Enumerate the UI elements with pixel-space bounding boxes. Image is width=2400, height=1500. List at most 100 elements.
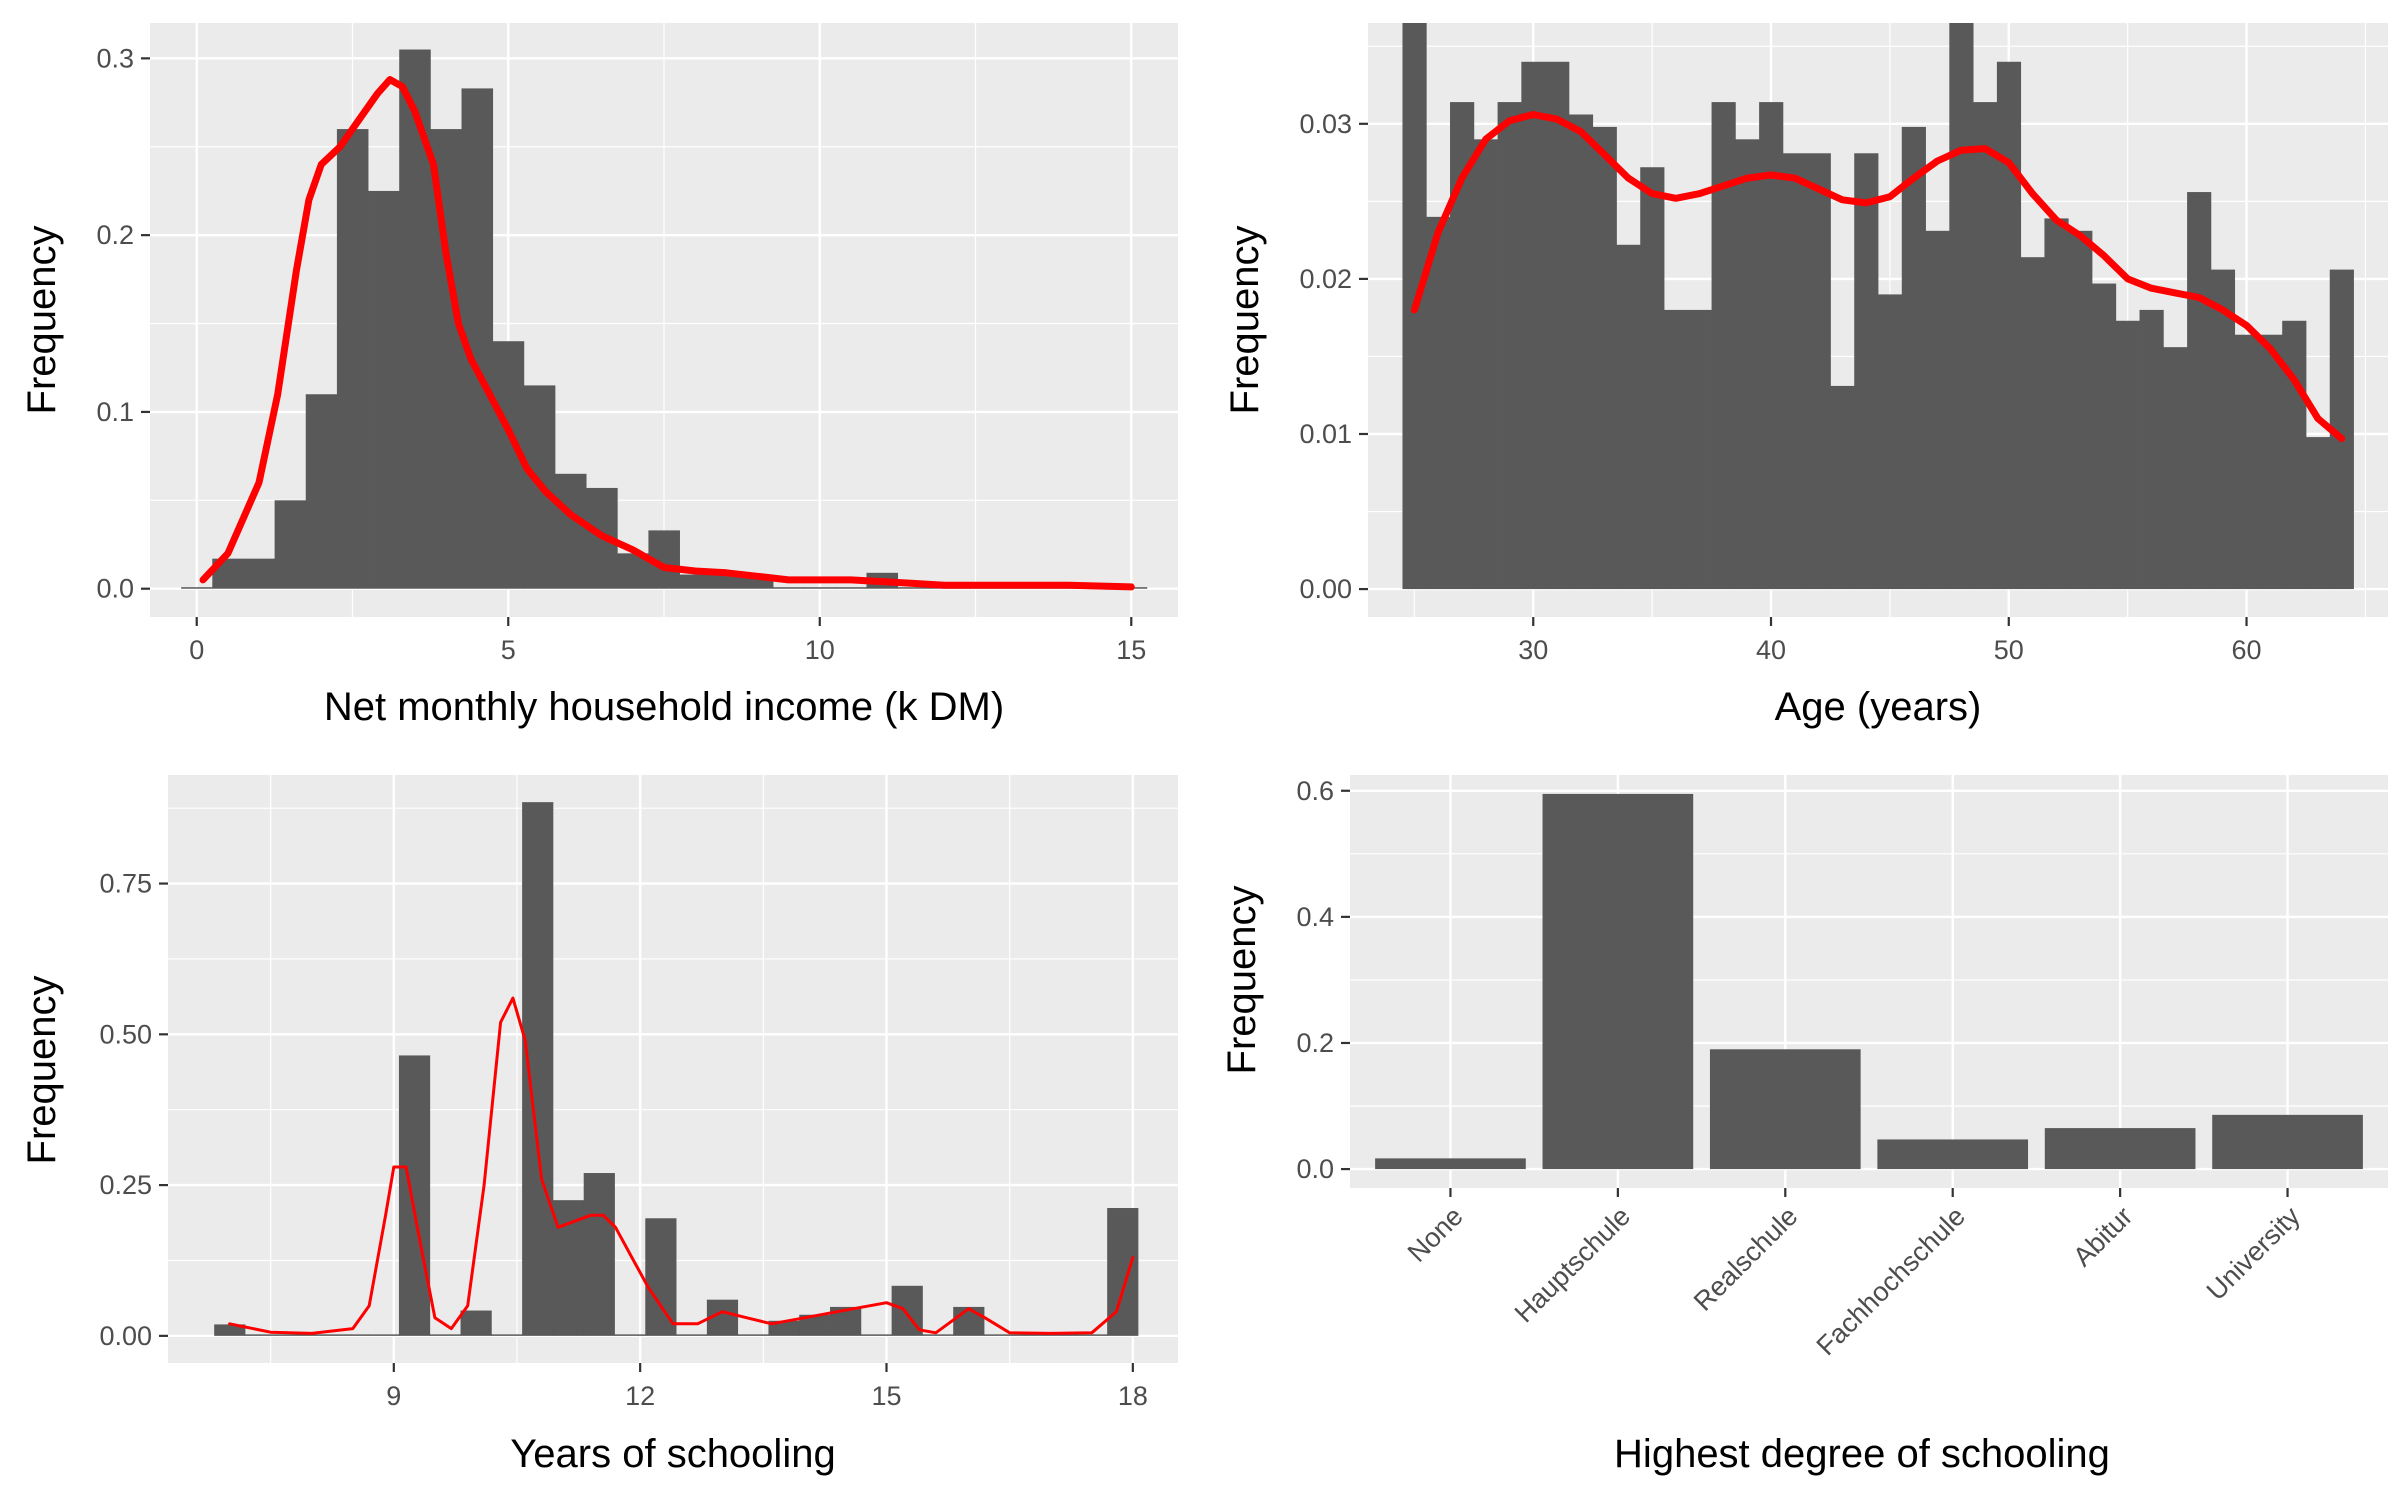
highest-degree-gridlines (1350, 775, 2388, 1188)
schooling-years-bar (922, 1334, 954, 1336)
schooling-years-bar (337, 1334, 369, 1336)
age-bar (1616, 244, 1641, 590)
age-y-tick-label: 0.03 (1299, 109, 1352, 139)
schooling-years-axis-ticks (159, 882, 1134, 1372)
schooling-years-bar (860, 1334, 893, 1336)
schooling-years-bar (368, 1334, 400, 1336)
age-density-curve-layer (1410, 111, 2346, 443)
schooling-years-bar (214, 1324, 246, 1336)
age-bar (2139, 309, 2164, 590)
schooling-years-gridlines (168, 775, 1178, 1363)
income-bar (368, 190, 400, 589)
age-bar (2282, 320, 2307, 590)
schooling-years-y-tick-label: 0.00 (99, 1321, 152, 1351)
schooling-years-x-tick-label: 18 (1118, 1381, 1148, 1411)
income-density-curve-layer (199, 76, 1135, 591)
age-bar (1664, 309, 1689, 590)
schooling-years-x-axis-title: Years of schooling (510, 1432, 835, 1476)
income-bar (243, 558, 276, 589)
age-bar (1735, 139, 1760, 590)
income-x-axis-title: Net monthly household income (k DM) (324, 685, 1004, 729)
highest-degree-x-tick-label: University (2201, 1201, 2306, 1306)
highest-degree-y-tick-label: 0.4 (1296, 902, 1334, 932)
income-x-tick-label: 15 (1116, 635, 1146, 665)
age-bar (2044, 218, 2069, 590)
highest-degree-x-tick-label: Hauptschule (1509, 1201, 1636, 1328)
schooling-years-bar (768, 1320, 800, 1336)
schooling-years-x-tick-label: 9 (386, 1381, 401, 1411)
highest-degree-x-tick-label: Realschule (1688, 1201, 1804, 1317)
schooling-years-bar (645, 1218, 677, 1336)
age-y-axis-title: Frequency (1223, 226, 1267, 415)
schooling-years-density-curve-layer (228, 996, 1135, 1335)
income-y-tick-label: 0.3 (96, 43, 134, 73)
highest-degree-bar (1375, 1158, 1526, 1170)
income-y-tick-label: 0.0 (96, 574, 134, 604)
age-bar (1878, 294, 1903, 590)
schooling-years-density-curve (228, 996, 1135, 1335)
schooling-years-y-axis-title: Frequency (20, 976, 64, 1165)
age-y-tick-label: 0.01 (1299, 419, 1352, 449)
income-bar (430, 129, 462, 589)
income-bar (679, 574, 712, 589)
highest-degree-axis-ticks (1341, 789, 2289, 1197)
schooling-years-y-tick-label: 0.50 (99, 1019, 152, 1049)
income-bar (554, 473, 587, 589)
schooling-years-histogram-chart: 9 12 15 18 0.00 0.25 0.50 0.75 Years of schooli… (20, 775, 1178, 1476)
schooling-years-bar (429, 1334, 461, 1336)
schooling-years-bar (244, 1334, 277, 1336)
income-bar (710, 574, 743, 589)
schooling-years-bar (1076, 1334, 1108, 1336)
age-bar (1806, 153, 1831, 590)
schooling-years-bar (306, 1334, 338, 1336)
age-axis-ticks (1359, 122, 2248, 626)
income-bar (773, 587, 805, 589)
age-bar (1521, 61, 1546, 590)
income-y-tick-label: 0.1 (96, 397, 134, 427)
age-x-tick-label: 50 (1994, 635, 2024, 665)
age-tick-labels: 30 40 50 60 0.00 0.01 0.02 0.03 (1299, 109, 2261, 665)
highest-degree-bar-chart: None Hauptschule Realschule Fachhochschule A… (1220, 775, 2388, 1476)
income-y-axis-title: Frequency (20, 226, 64, 415)
age-bar (1426, 216, 1451, 590)
income-density-curve (199, 76, 1135, 591)
schooling-years-bar (583, 1173, 615, 1336)
income-x-tick-label: 5 (501, 635, 516, 665)
highest-degree-bar (2212, 1114, 2363, 1170)
age-bar (1473, 139, 1498, 590)
income-y-tick-label: 0.2 (96, 220, 134, 250)
schooling-years-x-tick-label: 12 (625, 1381, 655, 1411)
schooling-years-bar (799, 1314, 831, 1336)
age-x-tick-label: 40 (1756, 635, 1786, 665)
schooling-years-bar (737, 1334, 769, 1336)
schooling-years-bar (398, 1055, 431, 1336)
income-tick-labels: 0 5 10 15 0.0 0.1 0.2 0.3 (96, 43, 1146, 665)
age-x-axis-title: Age (years) (1775, 685, 1982, 729)
schooling-years-x-tick-label: 15 (871, 1381, 901, 1411)
age-bar (1640, 167, 1665, 590)
schooling-years-y-tick-label: 0.25 (99, 1170, 152, 1200)
schooling-years-bar (953, 1306, 985, 1336)
age-bar (1711, 102, 1736, 590)
highest-degree-x-axis-title: Highest degree of schooling (1614, 1432, 2110, 1476)
age-bar (2187, 192, 2212, 590)
age-bar (2234, 334, 2259, 590)
highest-degree-y-tick-label: 0.6 (1296, 776, 1334, 806)
income-bar (804, 587, 836, 589)
schooling-years-bar (676, 1334, 708, 1336)
age-bar (1497, 102, 1522, 590)
age-bars (1402, 23, 2354, 590)
highest-degree-x-tick-label: Fachhochschule (1811, 1201, 1971, 1361)
age-y-tick-label: 0.02 (1299, 264, 1352, 294)
income-bar (274, 500, 307, 589)
income-axis-ticks (141, 57, 1133, 626)
schooling-years-bar (984, 1334, 1016, 1336)
schooling-years-tick-labels: 9 12 15 18 0.00 0.25 0.50 0.75 (99, 869, 1147, 1411)
age-bar (1949, 23, 1974, 590)
highest-degree-y-axis-title: Frequency (1220, 886, 1264, 1075)
highest-degree-bar (2044, 1128, 2196, 1170)
age-bar (1901, 126, 1926, 590)
highest-degree-y-tick-label: 0.2 (1296, 1028, 1334, 1058)
age-bar (1782, 153, 1808, 590)
schooling-years-bar (1014, 1334, 1046, 1336)
